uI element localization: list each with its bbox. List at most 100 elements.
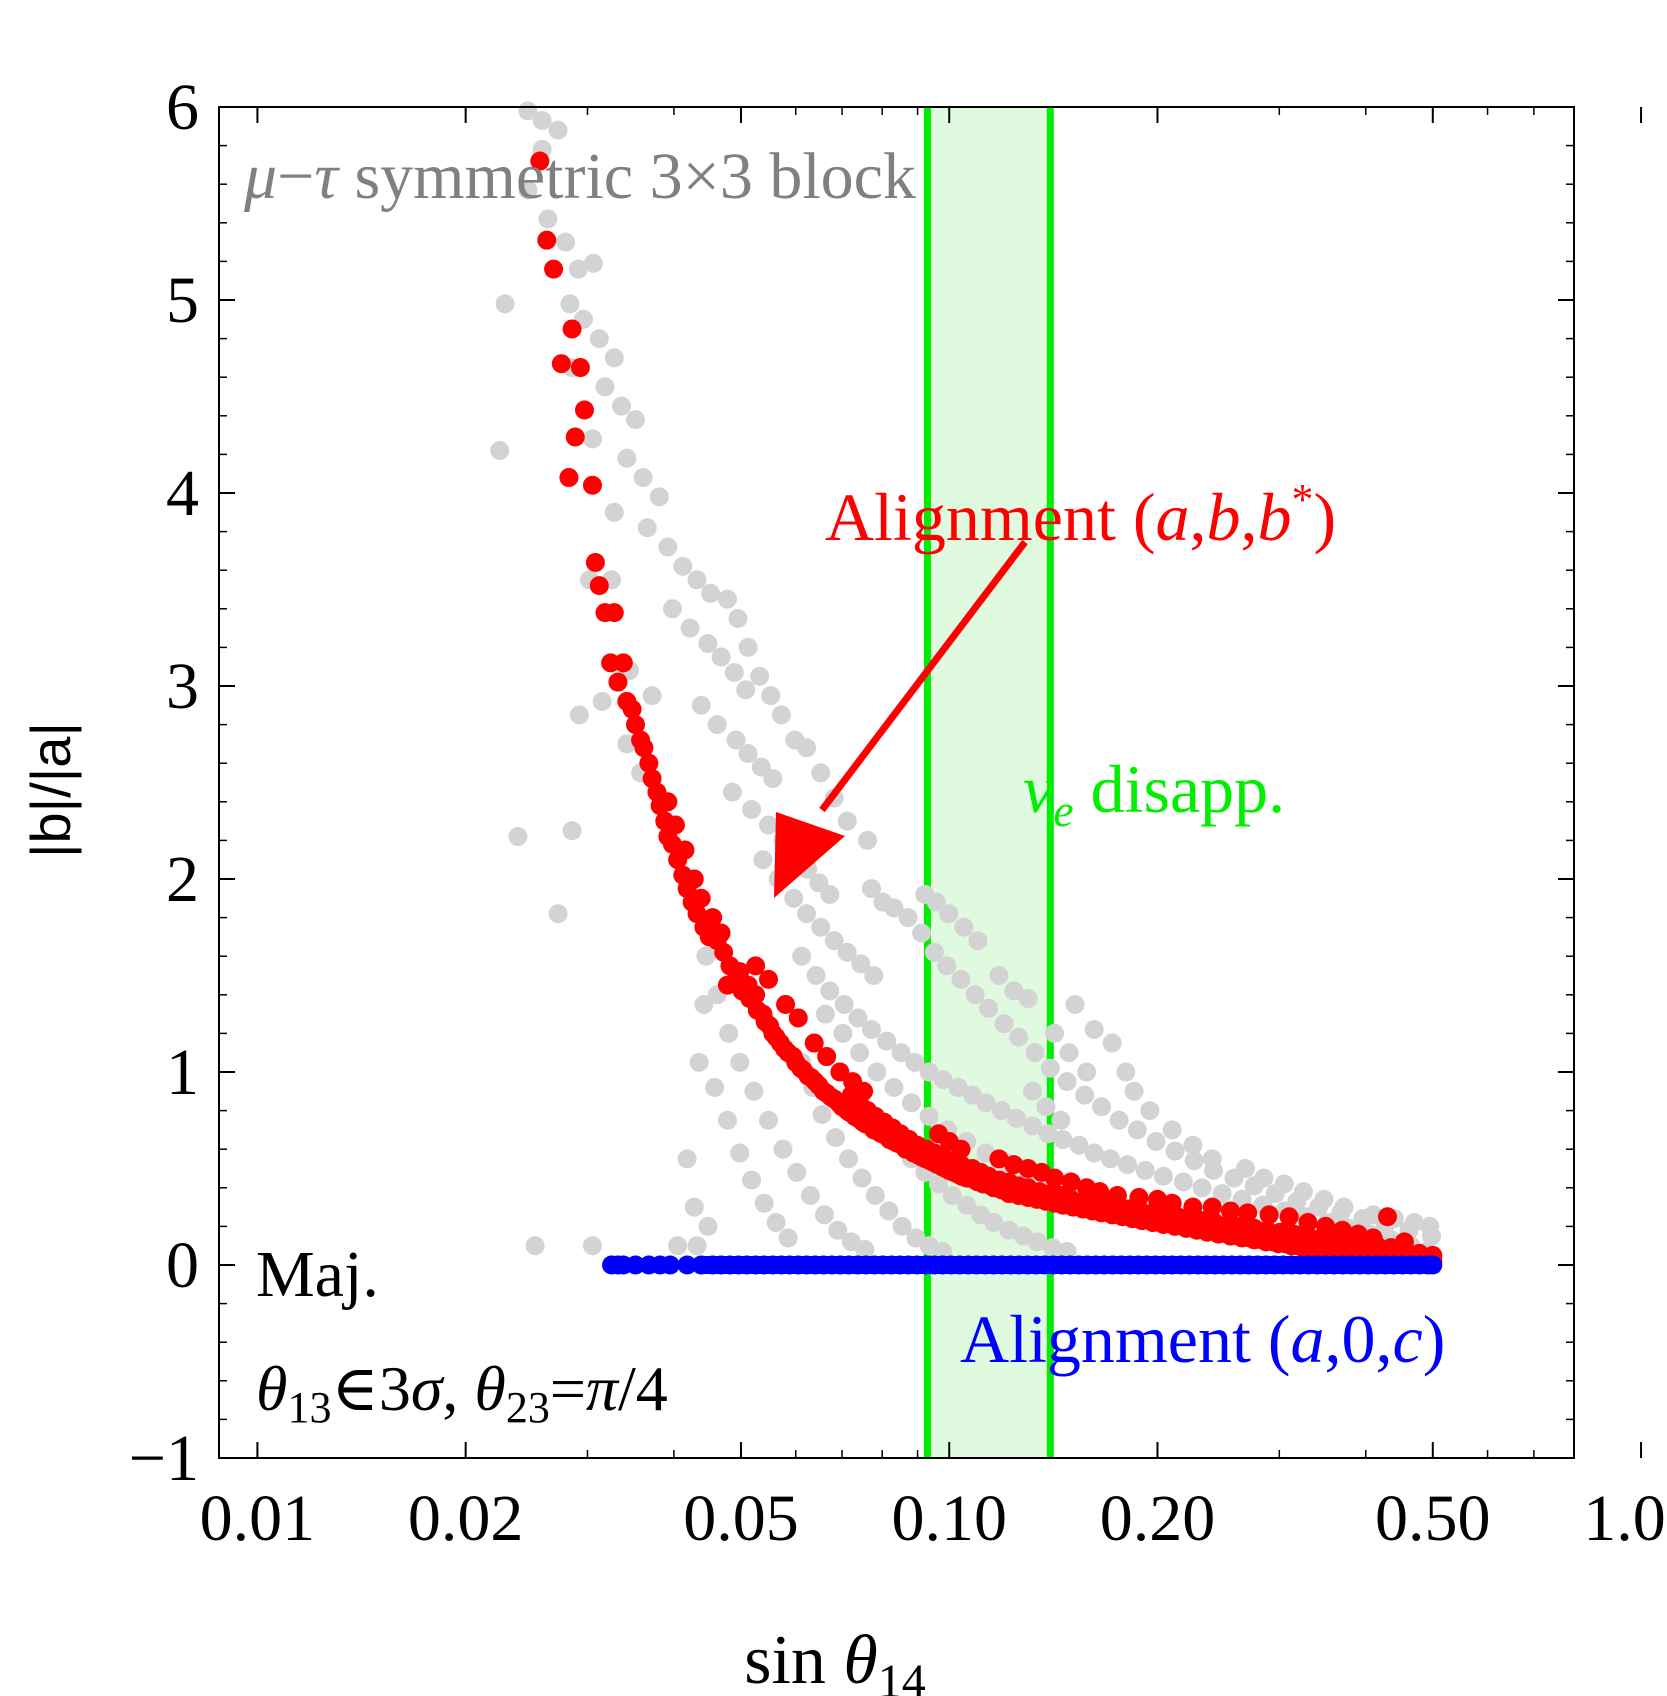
alignment-a0c-point <box>660 1255 680 1275</box>
general-point <box>855 1240 875 1260</box>
general-point <box>778 1228 798 1248</box>
general-point <box>834 994 854 1014</box>
general-point <box>508 827 528 847</box>
general-point <box>902 1093 922 1113</box>
general-point <box>658 537 678 557</box>
general-point <box>919 1106 939 1126</box>
general-point <box>490 441 510 461</box>
alignment-abb-point <box>589 576 609 596</box>
alignment-abb-point <box>788 1008 808 1028</box>
general-point <box>742 800 762 820</box>
general-point <box>915 884 935 904</box>
alignment-abb-point <box>1220 1201 1240 1221</box>
general-point <box>771 705 791 725</box>
general-point <box>919 1062 939 1082</box>
alignment-abb-series <box>530 151 1443 1273</box>
general-point <box>1025 1043 1045 1063</box>
alignment-abb-point <box>1162 1193 1182 1213</box>
alignment-abb-point <box>634 738 654 758</box>
general-point <box>954 917 974 937</box>
x-tick-label: 0.02 <box>408 1482 524 1555</box>
general-point <box>707 715 727 735</box>
alignment-abb-point <box>684 869 704 889</box>
alignment-a0c-series <box>602 1255 1443 1275</box>
general-point <box>548 120 568 140</box>
y-tick-label: 4 <box>166 457 199 530</box>
alignment-a0c-point <box>1423 1255 1443 1275</box>
plot-frame <box>218 106 1575 1459</box>
general-point <box>689 1052 709 1072</box>
general-point <box>806 966 826 985</box>
alignment-abb-point <box>804 1033 824 1053</box>
general-point <box>736 680 756 700</box>
alignment-abb-point <box>544 259 564 279</box>
general-point <box>865 1186 885 1206</box>
general-point <box>1006 1108 1026 1128</box>
general-point <box>750 666 770 686</box>
general-point <box>1314 1189 1334 1209</box>
general-point <box>1004 981 1024 1001</box>
general-point <box>548 904 568 924</box>
alignment-abb-point <box>746 985 766 1005</box>
general-point <box>684 1197 704 1217</box>
x-tick-labels: 0.01 0.02 0.05 0.10 0.20 0.50 1.00 <box>200 1482 1667 1555</box>
general-point <box>891 1043 911 1063</box>
general-point <box>784 888 804 908</box>
general-point <box>1404 1213 1424 1233</box>
general-point <box>717 1110 737 1130</box>
alignment-abb-point <box>613 653 633 673</box>
general-point <box>592 691 612 711</box>
general-point <box>691 695 711 715</box>
alignment-abb-point <box>1377 1207 1397 1227</box>
general-point <box>994 1014 1014 1034</box>
alignment-abb-point <box>1238 1203 1258 1223</box>
general-point <box>1124 1081 1144 1101</box>
general-point <box>1109 1110 1129 1130</box>
alignment-abb-label: Alignment (a,b,b*) <box>825 475 1336 555</box>
general-point <box>800 1186 820 1206</box>
general-point <box>1059 1043 1079 1063</box>
alignment-abb-point <box>1298 1213 1318 1233</box>
alignment-abb-point <box>639 753 659 773</box>
general-point <box>1334 1197 1354 1217</box>
general-point <box>1363 1205 1383 1225</box>
general-point <box>812 1104 832 1124</box>
alignment-abb-point <box>530 151 550 171</box>
general-point <box>939 904 959 924</box>
general-point <box>1009 1027 1029 1047</box>
general-point <box>680 618 700 638</box>
general-point <box>837 942 857 962</box>
general-point <box>1065 994 1085 1014</box>
alignment-abb-point <box>717 975 737 995</box>
general-point <box>569 705 589 725</box>
alignment-abb-point <box>1077 1178 1097 1198</box>
general-point <box>1027 1232 1047 1252</box>
y-tick-label: 5 <box>166 264 199 337</box>
chart-title: μ−τ symmetric 3×3 block <box>243 140 916 213</box>
alignment-abb-point <box>1202 1197 1222 1217</box>
general-point <box>1165 1141 1185 1161</box>
general-point <box>1173 1172 1193 1192</box>
alignment-abb-point <box>665 815 685 835</box>
general-point <box>1040 1058 1060 1078</box>
general-point <box>1202 1149 1222 1169</box>
general-point <box>1038 1124 1058 1144</box>
alignment-a0c-label: Alignment (a,0,c) <box>960 1301 1445 1377</box>
general-point <box>1420 1216 1440 1236</box>
general-point <box>942 1186 962 1206</box>
general-point <box>858 830 878 850</box>
general-point <box>861 879 881 899</box>
x-tick-label: 0.20 <box>1100 1482 1216 1555</box>
alignment-abb-point <box>559 468 579 488</box>
alignment-abb-point <box>1147 1189 1167 1209</box>
general-point <box>879 1201 899 1221</box>
general-point <box>589 329 609 349</box>
general-point <box>662 599 682 619</box>
y-tick-label: −1 <box>129 1422 199 1495</box>
alignment-abb-point <box>1332 1220 1352 1240</box>
general-point <box>951 969 971 989</box>
general-point <box>744 1081 764 1101</box>
general-point <box>1192 1178 1212 1198</box>
general-point <box>696 946 716 966</box>
